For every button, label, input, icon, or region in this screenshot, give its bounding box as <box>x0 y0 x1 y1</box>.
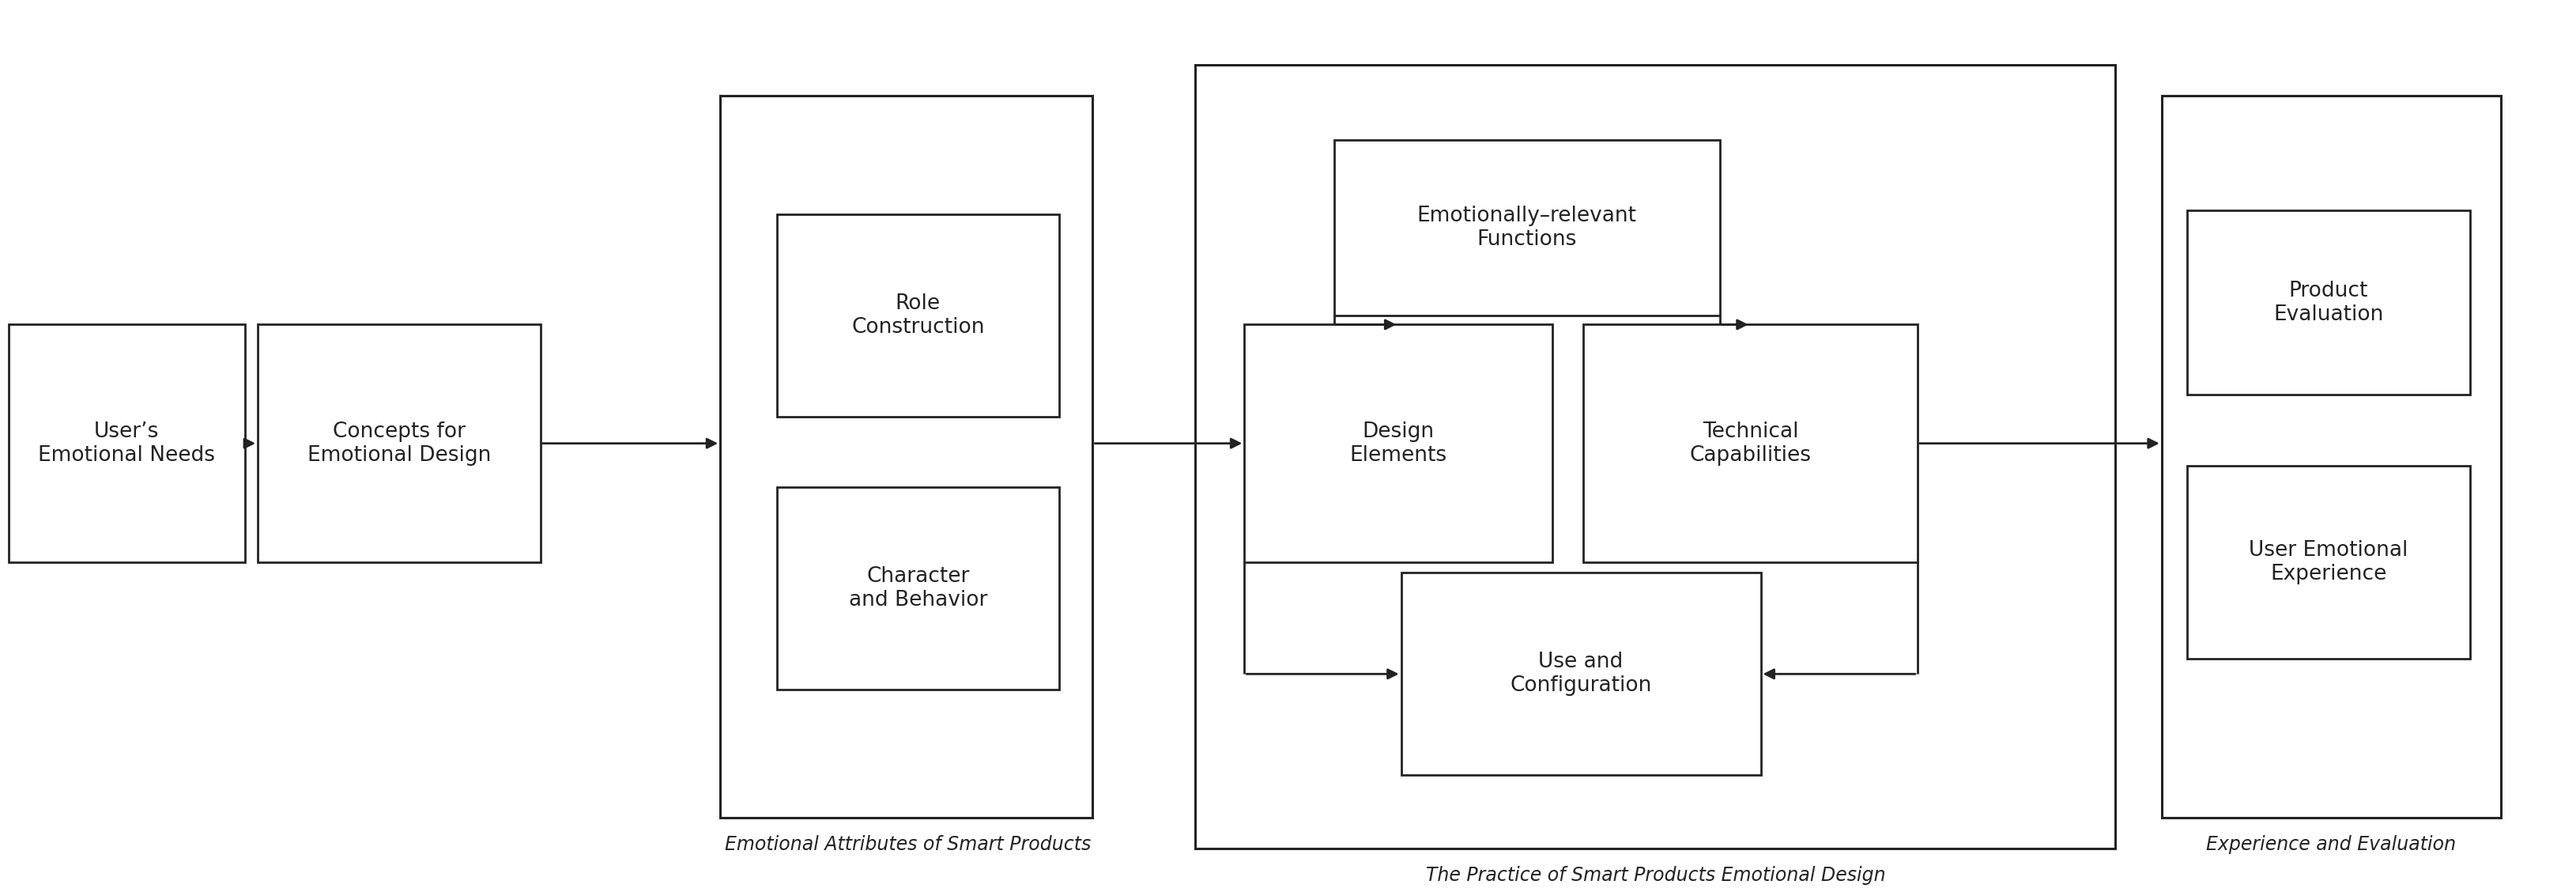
Text: The Practice of Smart Products Emotional Design: The Practice of Smart Products Emotional… <box>1425 866 1886 885</box>
Bar <box>2161 95 2501 817</box>
Bar <box>778 487 1059 690</box>
Bar <box>778 215 1059 417</box>
Bar <box>2187 211 2470 395</box>
Text: Product
Evaluation: Product Evaluation <box>2275 280 2383 325</box>
Text: Design
Elements: Design Elements <box>1350 421 1448 466</box>
Text: Use and
Configuration: Use and Configuration <box>1510 652 1651 696</box>
Bar <box>1334 140 1721 316</box>
Bar <box>1195 65 2115 848</box>
Bar <box>258 325 541 562</box>
Text: User’s
Emotional Needs: User’s Emotional Needs <box>39 421 216 466</box>
Bar <box>2187 466 2470 659</box>
Text: Concepts for
Emotional Design: Concepts for Emotional Design <box>307 421 492 466</box>
Text: Emotional Attributes of Smart Products: Emotional Attributes of Smart Products <box>724 835 1090 854</box>
Bar <box>1244 325 1553 562</box>
Bar <box>1584 325 1917 562</box>
Text: Technical
Capabilities: Technical Capabilities <box>1690 421 1811 466</box>
Bar <box>8 325 245 562</box>
Bar <box>721 95 1092 817</box>
Text: Character
and Behavior: Character and Behavior <box>848 566 987 611</box>
Text: Experience and Evaluation: Experience and Evaluation <box>2205 835 2455 854</box>
Text: Emotionally–relevant
Functions: Emotionally–relevant Functions <box>1417 205 1636 250</box>
Text: User Emotional
Experience: User Emotional Experience <box>2249 540 2409 584</box>
Bar <box>1401 573 1762 775</box>
Text: Role
Construction: Role Construction <box>853 293 984 338</box>
